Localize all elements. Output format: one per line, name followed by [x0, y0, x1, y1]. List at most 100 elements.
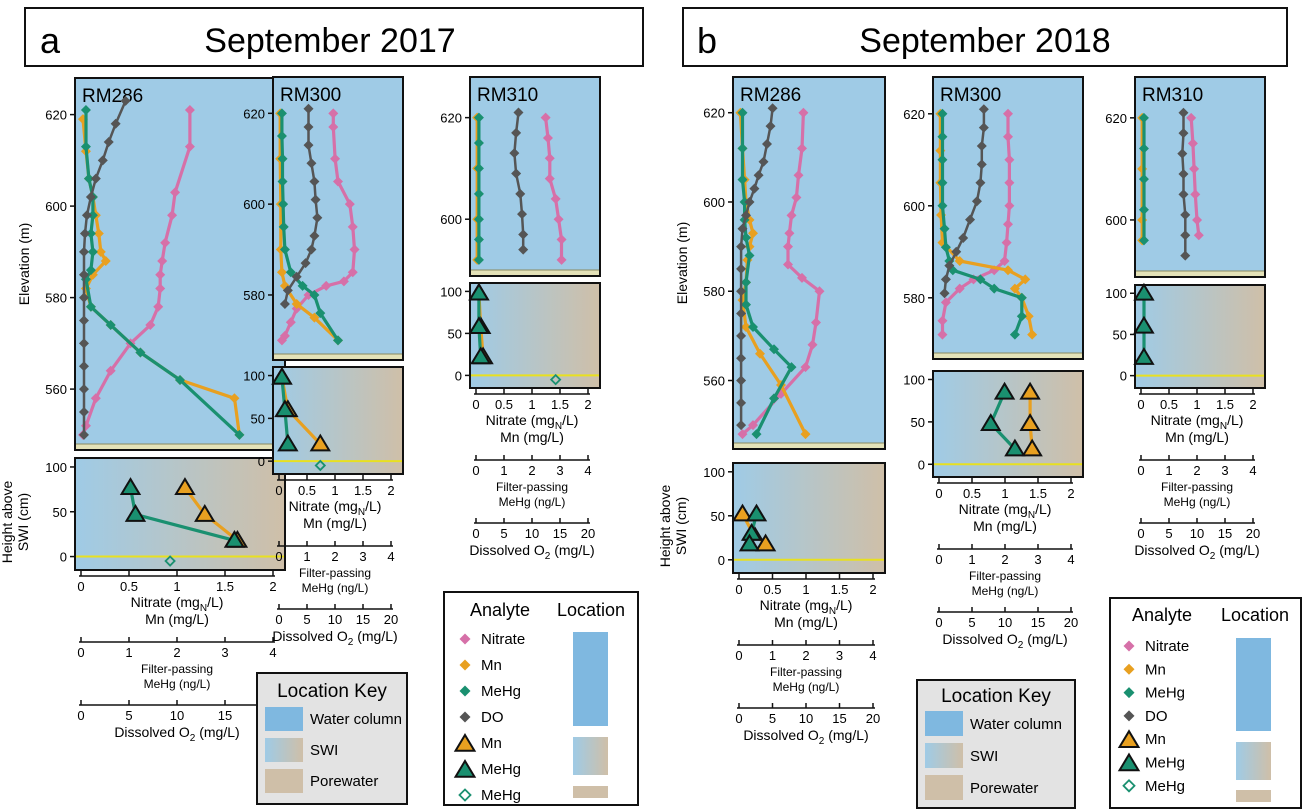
pw-point-mehg-b-rm300-1: [980, 413, 1002, 431]
wc-point-do-b-rm300-7: [958, 233, 969, 243]
nitrate-label-main-a-rm300: Nitrate (mg: [289, 498, 358, 514]
ytick-label-a-rm286-600: 600: [45, 199, 67, 214]
wc-point-mehg-a-rm300-5: [278, 221, 289, 232]
wc-point-nitrate-a-rm286-5: [157, 256, 168, 266]
legend-a-location-header: Location: [557, 600, 625, 620]
legend-b-water-swatch: [1236, 638, 1271, 731]
wc-point-mehg-b-rm300-9: [975, 274, 986, 285]
wc-point-nitrate-b-rm300-10: [954, 283, 965, 294]
xaxis1-tick-label-a-rm300-1: 0.5: [298, 483, 316, 498]
nitrate-label-a-rm310: Nitrate (mgN/L): [486, 412, 579, 432]
nitrate-label-sub-b-rm310: N: [1220, 421, 1227, 432]
wc-point-nitrate-a-rm286-1: [184, 141, 195, 152]
xaxis2-tick-label-a-rm300-0: 0: [275, 549, 282, 564]
wc-point-mn-a-rm300-4: [276, 267, 287, 278]
wc-point-do-b-rm310-2: [1177, 148, 1188, 159]
panel-b-header: b September 2018: [682, 7, 1288, 67]
legend-b-mn-triangle-marker: [1117, 729, 1141, 748]
key-a-water-label: Water column: [310, 711, 402, 728]
wc-point-mn-b-rm300-6: [1003, 265, 1013, 276]
pw-point-mn-b-rm300-1: [1019, 413, 1041, 431]
height-label-line2-b: SWI (cm): [673, 497, 689, 555]
wc-point-nitrate-b-rm310-5: [1193, 230, 1204, 241]
do-label-a-rm300: Dissolved O2 (mg/L): [272, 628, 397, 648]
pw-point-mn-b-rm300-2: [1021, 438, 1043, 457]
xaxis1-tick-label-a-rm300-3: 1.5: [354, 483, 372, 498]
pw-point-mehg-a-rm286-1: [124, 504, 147, 522]
wc-point-mehg-a-rm310-1: [473, 138, 484, 149]
wc-point-mehg-b-rm300-5: [939, 223, 950, 234]
xaxis3-tick-label-a-rm300-0: 0: [275, 612, 282, 627]
wc-point-nitrate-a-rm286-3: [167, 210, 178, 221]
wc-point-do-a-rm300-6: [312, 212, 323, 223]
nitrate-label-main-a-rm286: Nitrate (mg: [131, 594, 200, 610]
xaxis2-tick-label-a-rm300-3: 3: [359, 549, 366, 564]
wc-point-do-a-rm300-0: [303, 103, 314, 114]
xaxis2-tick-label-a-rm286-3: 3: [221, 645, 228, 660]
wc-point-nitrate-a-rm300-5: [347, 221, 358, 232]
wc-point-nitrate-a-rm310-6: [556, 234, 567, 245]
ytick-label-a-rm286-560: 560: [45, 382, 67, 397]
sediment-band-b-rm300: [934, 353, 1082, 358]
legend-a-mn-diamond-label: Mn: [481, 657, 502, 674]
wc-point-do-b-rm300-8: [951, 246, 962, 257]
wc-point-mehg-a-rm300-4: [278, 199, 289, 210]
sediment-band-b-rm310: [1136, 271, 1264, 276]
nitrate-label-main-b-rm300: Nitrate (mg: [959, 501, 1028, 517]
wc-point-do-a-rm310-2: [509, 148, 520, 159]
wc-line-nitrate-b-rm286: [741, 112, 822, 436]
wc-point-nitrate-b-rm286-8: [797, 272, 807, 283]
xaxis2-tick-label-b-rm286-4: 4: [869, 648, 876, 663]
wc-point-do-a-rm286-4: [90, 173, 101, 184]
legend-b-mehg-triangle-marker: [1117, 752, 1141, 772]
wc-point-do-b-rm286-13: [736, 330, 747, 341]
wc-point-mehg-a-rm300-2: [277, 153, 288, 164]
legend-b-swi-swatch: [1236, 742, 1271, 780]
wc-point-do-b-rm300-11: [939, 288, 950, 299]
porewater-box-b-rm300: [932, 370, 1084, 478]
wc-point-do-a-rm300-10: [291, 271, 302, 282]
mehg-label-line1-b-rm300: Filter-passing: [969, 569, 1041, 583]
nitrate-label-b-rm286: Nitrate (mgN/L): [760, 597, 853, 617]
xaxis2-tick-label-a-rm286-4: 4: [269, 645, 276, 660]
do-label-b-rm300: Dissolved O2 (mg/L): [942, 631, 1067, 651]
pw-point-mn-a-rm300-2: [309, 433, 331, 452]
wc-point-mehg-b-rm286-1: [737, 143, 748, 154]
wc-point-nitrate-b-rm286-0: [798, 107, 809, 118]
wc-point-nitrate-a-rm286-0: [184, 105, 195, 116]
porewater-box-b-rm310: [1134, 284, 1266, 389]
key-a-porewater-swatch: [265, 769, 303, 793]
nitrate-label-sub-b-rm286: N: [829, 606, 836, 617]
pw-ytick-label-a-rm286-0: 0: [60, 550, 67, 565]
xaxis3-tick-label-b-rm286-0: 0: [735, 711, 742, 726]
xaxis3-tick-label-a-rm310-2: 10: [525, 526, 539, 541]
xaxis3-tick-label-b-rm300-1: 5: [968, 615, 975, 630]
pw-point-mehg-a-rm310-2: [470, 346, 492, 365]
wc-point-mehg-b-rm286-8: [741, 299, 751, 310]
xaxis1-tick-label-b-rm286-0: 0: [735, 582, 742, 597]
wc-point-do-b-rm286-17: [736, 420, 747, 431]
wc-point-do-b-rm286-12: [736, 308, 747, 319]
wc-point-do-b-rm310-6: [1180, 230, 1191, 241]
xaxis2-tick-label-b-rm310-0: 0: [1137, 463, 1144, 478]
legend-b-do-diamond-label: DO: [1145, 708, 1168, 725]
wc-point-mehg-a-rm310-6: [473, 254, 484, 265]
xaxis1-tick-label-a-rm300-4: 2: [387, 483, 394, 498]
water-column-a-rm310: [469, 76, 601, 277]
xaxis1-tick-label-a-rm310-2: 1: [528, 397, 535, 412]
pw-ytick-label-a-rm310-0: 0: [455, 368, 462, 383]
xaxis1-tick-label-a-rm310-0: 0: [472, 397, 479, 412]
xaxis1-tick-label-b-rm300-2: 1: [1001, 486, 1008, 501]
wc-point-nitrate-b-rm300-2: [1004, 154, 1015, 165]
wc-point-nitrate-a-rm300-14: [276, 335, 287, 346]
wc-point-do-a-rm286-1: [110, 118, 121, 129]
mn-label-a-rm286: Mn (mg/L): [145, 611, 209, 627]
wc-point-do-b-rm300-3: [976, 159, 987, 170]
xaxis2-tick-label-a-rm310-1: 1: [500, 463, 507, 478]
pw-point-mehg-a-rm286-2: [223, 529, 246, 548]
wc-point-mehg-a-rm310-2: [473, 163, 484, 174]
wc-point-nitrate-b-rm286-15: [737, 429, 748, 440]
